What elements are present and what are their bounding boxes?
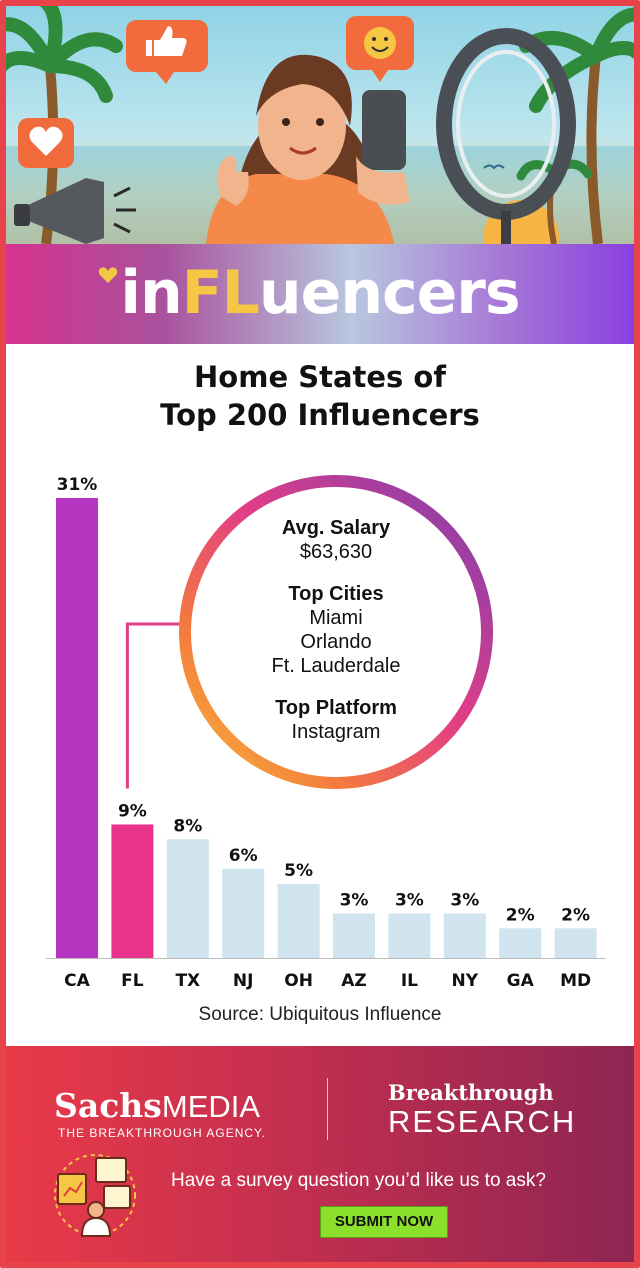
bar-az — [333, 913, 375, 958]
top-platform-value: Instagram — [291, 721, 381, 743]
sachs-logo-light: MEDIA — [161, 1089, 261, 1124]
chart-title-line-1: Home States of — [194, 360, 446, 394]
sachs-media-logo: SachsMEDIA — [54, 1086, 260, 1125]
megaphone-icon — [14, 178, 136, 244]
logo-divider — [327, 1078, 328, 1140]
avg-salary-label: Avg. Salary — [281, 517, 391, 539]
breakthrough-logo-top: Breakthrough — [388, 1080, 554, 1105]
tick-label-ca: CA — [64, 971, 90, 991]
top-platform-label: Top Platform — [275, 697, 397, 719]
bar-ca — [56, 498, 98, 958]
bar-il — [388, 913, 431, 958]
tick-label-md: MD — [560, 971, 591, 991]
data-label-az: 3% — [340, 890, 369, 910]
smiley-icon — [346, 16, 414, 82]
hero-illustration — [6, 6, 634, 244]
submit-now-button[interactable]: SUBMIT NOW — [320, 1206, 448, 1238]
tick-label-nj: NJ — [233, 971, 254, 991]
palm-tree-icon — [516, 7, 634, 244]
heart-icon — [18, 118, 74, 168]
heart-icon — [98, 267, 118, 283]
chart-source: Source: Ubiquitous Influence — [198, 1004, 442, 1025]
footer: SachsMEDIA THE BREAKTHROUGH AGENCY. Brea… — [6, 1046, 634, 1262]
tick-label-il: IL — [401, 971, 418, 991]
sachs-tagline: THE BREAKTHROUGH AGENCY. — [58, 1126, 266, 1140]
data-label-md: 2% — [561, 905, 590, 925]
data-label-nj: 6% — [229, 846, 258, 866]
brand-prefix: in — [120, 258, 182, 328]
bar-chart: 31% CA 9% FL 8% TX 6% NJ 5% OH 3% AZ 3% IL 3% NY 2% GA 2% M… — [46, 475, 606, 991]
callout-connector — [125, 622, 191, 789]
brand-logo-text: inFLuencers — [6, 258, 634, 328]
data-label-ga: 2% — [506, 905, 535, 925]
tick-label-oh: OH — [284, 971, 313, 991]
tick-label-ga: GA — [507, 971, 535, 991]
data-label-fl: 9% — [118, 801, 147, 821]
callout-details: Avg. Salary $63,630 Top Cities Miami Orl… — [178, 516, 494, 744]
top-city-2: Orlando — [300, 631, 372, 653]
survey-prompt: Have a survey question you’d like us to … — [171, 1170, 546, 1191]
bar-ga — [499, 928, 542, 958]
data-label-ca: 31% — [57, 475, 98, 495]
bar-fl — [111, 824, 154, 958]
phone-icon — [362, 90, 406, 170]
bar-md — [554, 928, 597, 958]
bar-tx — [166, 839, 209, 958]
brand-highlight: FL — [181, 258, 260, 328]
callout-ring — [179, 475, 493, 789]
data-label-oh: 5% — [284, 861, 313, 881]
tick-label-ny: NY — [452, 971, 479, 991]
top-city-3: Ft. Lauderdale — [271, 655, 401, 677]
hero-scene — [6, 6, 634, 244]
breakthrough-logo-bottom: RESEARCH — [388, 1104, 577, 1139]
sachs-logo-bold: Sachs — [54, 1086, 162, 1125]
influencer-figure — [206, 54, 410, 244]
ring-light-icon — [436, 28, 576, 244]
bar-ny — [443, 913, 486, 958]
brand-banner: inFLuencers — [6, 244, 634, 344]
chart-title-line-2: Top 200 Influencers — [160, 398, 480, 432]
survey-icon — [54, 1154, 136, 1237]
thumbs-up-icon — [126, 20, 208, 84]
tick-label-fl: FL — [121, 971, 144, 991]
brand-suffix: uencers — [258, 258, 521, 328]
data-label-ny: 3% — [450, 890, 479, 910]
data-label-il: 3% — [395, 890, 424, 910]
data-label-tx: 8% — [173, 816, 202, 836]
tick-label-az: AZ — [341, 971, 366, 991]
chart-title: Home States of Top 200 Influencers — [6, 358, 634, 434]
bar-nj — [222, 868, 265, 958]
top-cities-label: Top Cities — [288, 583, 384, 605]
tick-label-tx: TX — [175, 971, 200, 991]
bar-oh — [277, 883, 320, 958]
avg-salary-value: $63,630 — [299, 541, 373, 563]
top-city-1: Miami — [309, 607, 363, 629]
